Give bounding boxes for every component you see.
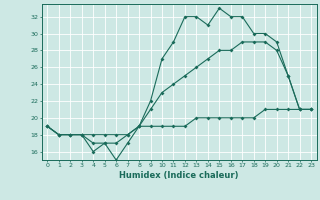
X-axis label: Humidex (Indice chaleur): Humidex (Indice chaleur) <box>119 171 239 180</box>
